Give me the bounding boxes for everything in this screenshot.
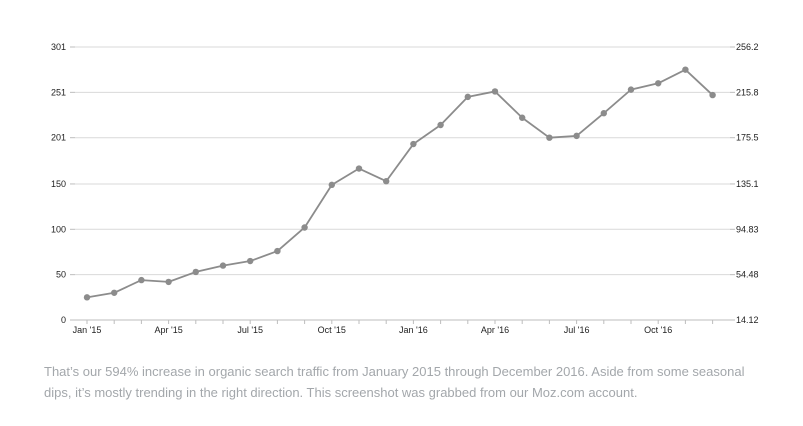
right-tick-label: 135.1 (736, 179, 759, 189)
data-point (328, 181, 335, 189)
left-tick-label: 301 (51, 42, 66, 52)
data-point (111, 289, 118, 296)
series-line-group (83, 66, 716, 301)
x-tick-label: Jan '15 (73, 325, 102, 335)
right-tick-label: 215.8 (736, 87, 759, 97)
x-tick-label: Apr '15 (154, 325, 182, 335)
left-tick-label: 201 (51, 133, 66, 143)
data-point (247, 257, 254, 265)
left-tick-label: 0 (61, 315, 66, 325)
data-point (627, 86, 635, 93)
search-traffic-chart: Jan '15 Apr '15 Jul '15 Oct '15 Jan '16 Apr '… (51, 42, 759, 335)
left-tick-label: 251 (51, 87, 66, 97)
right-axis: 14.12 54.48 94.83 135.1 175.5 215.8 256.2 (736, 42, 759, 325)
data-point (655, 80, 662, 87)
x-tick-label: Apr '16 (481, 325, 509, 335)
left-tick-label: 50 (56, 270, 66, 280)
right-tick-label: 175.5 (736, 133, 759, 143)
left-axis: 0 50 100 150 201 251 301 (51, 42, 66, 325)
data-point (138, 276, 145, 284)
x-tick-label: Jul '16 (564, 325, 590, 335)
data-point (165, 278, 172, 286)
data-point (437, 121, 444, 129)
right-tick-label: 94.83 (736, 224, 759, 234)
data-point (519, 114, 526, 121)
data-point (83, 294, 91, 301)
data-point (464, 93, 471, 101)
left-tick-label: 150 (51, 179, 66, 189)
data-point (219, 262, 227, 269)
data-point (383, 178, 390, 185)
data-point (491, 88, 499, 95)
x-tick-label: Oct '15 (318, 325, 346, 335)
right-tick-label: 54.48 (736, 270, 759, 280)
data-point (410, 140, 417, 148)
data-point (709, 91, 716, 99)
data-point (682, 66, 689, 73)
gridlines (70, 46, 735, 321)
data-point (355, 165, 363, 172)
data-point (274, 247, 281, 255)
series-line (86, 68, 714, 299)
figure-caption: That’s our 594% increase in organic sear… (44, 364, 745, 400)
data-point (546, 134, 553, 141)
right-tick-label: 256.2 (736, 42, 759, 52)
right-tick-label: 14.12 (736, 315, 759, 325)
x-tick-label: Jan '16 (399, 325, 428, 335)
x-tick-label: Jul '15 (237, 325, 263, 335)
data-point (573, 132, 580, 140)
data-point (301, 224, 308, 231)
x-tick-label: Oct '16 (644, 325, 672, 335)
x-axis: Jan '15 Apr '15 Jul '15 Oct '15 Jan '16 Apr '… (73, 320, 714, 335)
data-point (192, 268, 199, 276)
left-tick-label: 100 (51, 224, 66, 234)
data-point (600, 110, 607, 117)
